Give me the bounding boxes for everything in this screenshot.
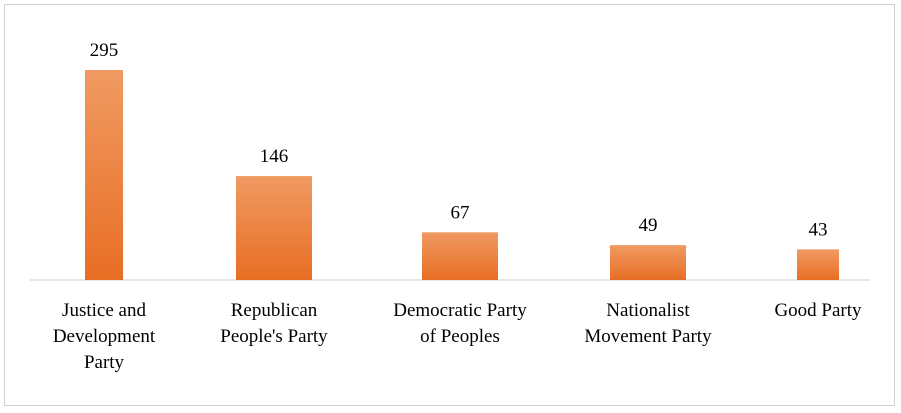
category-label-1: Republican People's Party <box>220 300 328 347</box>
data-label-1: 146 <box>260 146 289 167</box>
bar-4 <box>797 249 839 280</box>
bar-2 <box>422 232 498 280</box>
chart-frame <box>4 4 895 406</box>
data-label-0: 295 <box>90 40 119 61</box>
category-label-2: Democratic Party of Peoples <box>393 300 527 347</box>
data-label-3: 49 <box>639 215 658 236</box>
data-label-2: 67 <box>451 202 470 223</box>
bar-1 <box>236 176 312 280</box>
bar-0 <box>85 70 123 280</box>
category-label-4: Good Party <box>774 300 862 321</box>
data-label-4: 43 <box>809 219 828 240</box>
bar-3 <box>610 245 686 280</box>
category-label-3: Nationalist Movement Party <box>584 300 712 347</box>
category-label-0: Justice and Development Party <box>53 300 156 373</box>
